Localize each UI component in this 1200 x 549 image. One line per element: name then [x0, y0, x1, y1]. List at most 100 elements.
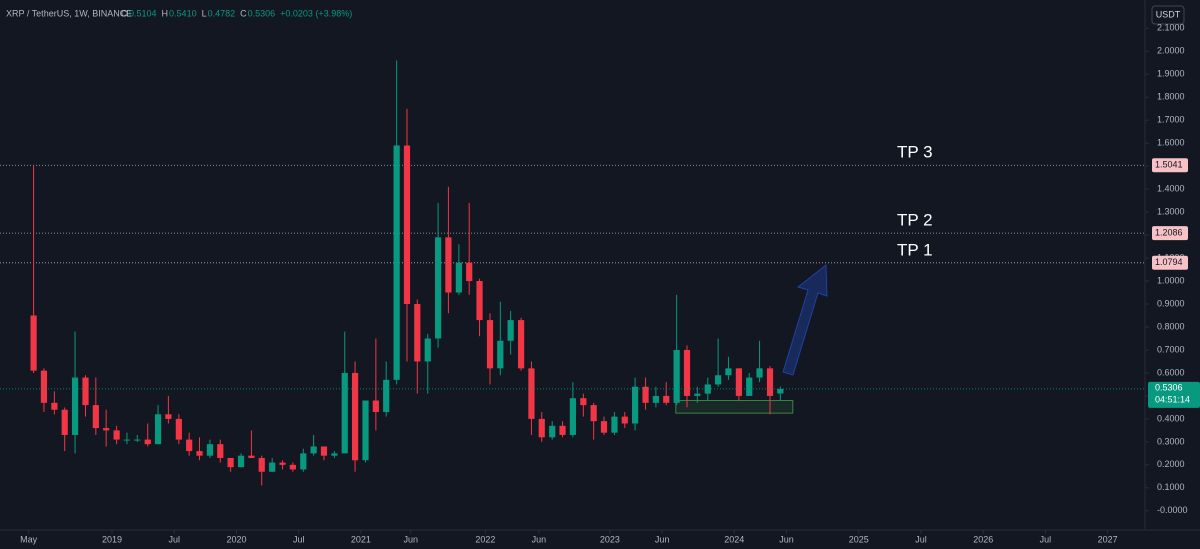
x-tick-label: Jul: [915, 534, 927, 544]
candle-body: [777, 388, 784, 394]
currency-button[interactable]: [1151, 5, 1185, 25]
candle-body: [652, 395, 659, 403]
candle-body: [715, 375, 722, 385]
candle-body: [248, 455, 255, 458]
x-tick-label: Jun: [532, 534, 547, 544]
candle-body: [549, 425, 556, 438]
y-tick-label: 0.7000: [1157, 344, 1185, 354]
x-tick-label: Jul: [293, 534, 305, 544]
y-tick-label: 0.1000: [1157, 482, 1185, 492]
y-tick-label: 0.2000: [1157, 459, 1185, 469]
candle-body: [434, 237, 442, 339]
candle-body: [590, 405, 597, 422]
level-label: TP 3: [897, 143, 933, 162]
candle-body: [424, 338, 431, 362]
candle-body: [341, 372, 348, 454]
ohlc-value: 0.5410: [169, 8, 197, 18]
y-tick-label: 2.0000: [1157, 46, 1185, 56]
y-tick-label: 1.6000: [1157, 138, 1185, 148]
ohlc-legend: O 0.5104 H 0.5410 L 0.4782 C 0.5306 +0.0203 (+3.…: [121, 8, 352, 18]
candle-body: [123, 439, 131, 441]
candle-body: [445, 237, 452, 293]
candle-body: [237, 455, 245, 468]
level-label: TP 2: [897, 211, 933, 230]
candle-body: [217, 444, 224, 458]
candle-body: [51, 402, 58, 410]
candle-body: [134, 439, 141, 441]
x-tick-label: 2024: [724, 534, 744, 544]
candle-body: [414, 304, 421, 362]
candle-body: [175, 418, 182, 440]
candle-body: [694, 393, 701, 396]
arrow: [782, 263, 828, 376]
level-tag-label: 1.5041: [1155, 160, 1183, 170]
candle-body: [735, 368, 742, 396]
candle-body: [756, 368, 763, 378]
candle-body: [766, 368, 774, 396]
plot-area: [0, 60, 1145, 486]
candle-body: [497, 340, 504, 369]
candle-body: [289, 464, 296, 470]
level-tag: [1152, 226, 1188, 241]
candle-body: [486, 320, 494, 369]
candle-body: [725, 368, 732, 376]
candle-body: [559, 425, 566, 435]
x-tick-label: Jul: [1040, 534, 1052, 544]
y-tick-label: 0.4000: [1157, 413, 1185, 423]
x-tick-label: Jun: [779, 534, 794, 544]
level-label: TP 1: [897, 240, 933, 259]
x-tick-label: 2025: [849, 534, 869, 544]
y-tick-label: -0.0000: [1157, 505, 1188, 515]
candle-body: [538, 418, 545, 438]
candle-body: [466, 262, 473, 282]
candle-body: [40, 370, 48, 403]
candle-body: [113, 430, 120, 440]
candle-body: [154, 414, 162, 445]
candle-body: [569, 398, 576, 435]
countdown: 04:51:14: [1155, 394, 1190, 404]
candle-body: [476, 281, 483, 321]
x-tick-label: Jul: [168, 534, 180, 544]
candle-body: [642, 386, 649, 403]
candle-body: [71, 377, 79, 435]
candle-body: [683, 349, 691, 396]
y-tick-label: 0.3000: [1157, 436, 1185, 446]
zone: [675, 400, 794, 414]
level-tag: [1152, 255, 1188, 270]
x-tick-label: 2020: [226, 534, 246, 544]
ohlc-label: H: [162, 8, 169, 18]
candle-body: [227, 457, 234, 468]
x-tick-label: Jun: [655, 534, 670, 544]
candle-body: [403, 145, 411, 305]
candle-body: [165, 414, 172, 419]
candle-body: [383, 379, 390, 413]
candle-body: [621, 416, 628, 424]
candle-body: [61, 409, 68, 435]
candle-body: [673, 349, 680, 403]
candle-body: [611, 416, 618, 433]
candle-body: [186, 439, 193, 452]
symbol: XRP / TetherUS, 1W, BINANCE: [6, 8, 132, 18]
y-tick-label: 1.7000: [1157, 115, 1185, 125]
candle-body: [92, 405, 99, 429]
candle-body: [372, 400, 379, 413]
candle-body: [528, 368, 535, 419]
x-tick-label: 2019: [102, 534, 122, 544]
candle-body: [144, 439, 151, 445]
candle-body: [351, 372, 359, 461]
candle-body: [279, 462, 286, 465]
candle-body: [393, 145, 400, 380]
ohlc-label: O: [121, 8, 128, 18]
ohlc-value: 0.5306: [248, 8, 276, 18]
ohlc-label: C: [240, 8, 247, 18]
candle-body: [704, 384, 711, 394]
candle-body: [310, 446, 317, 454]
candle-body: [206, 444, 214, 456]
level-tag-label: 1.2086: [1155, 227, 1183, 237]
y-tick-label: 1.3000: [1157, 206, 1185, 216]
level-tag-label: 1.0794: [1155, 257, 1183, 267]
candle-body: [103, 428, 110, 431]
candle-body: [331, 453, 338, 456]
currency[interactable]: USDT: [1156, 9, 1181, 19]
